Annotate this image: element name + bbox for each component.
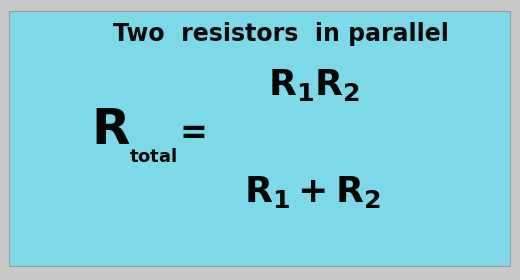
Text: Two  resistors  in parallel: Two resistors in parallel — [113, 22, 449, 46]
Text: $\mathbf{R_1R_2}$: $\mathbf{R_1R_2}$ — [268, 67, 361, 103]
Text: $\mathbf{=}$: $\mathbf{=}$ — [173, 115, 206, 148]
Text: $\mathbf{R}$: $\mathbf{R}$ — [91, 106, 131, 154]
Text: $\mathbf{total}$: $\mathbf{total}$ — [129, 148, 177, 166]
Text: $\mathbf{R_1+R_2}$: $\mathbf{R_1+R_2}$ — [244, 174, 380, 210]
